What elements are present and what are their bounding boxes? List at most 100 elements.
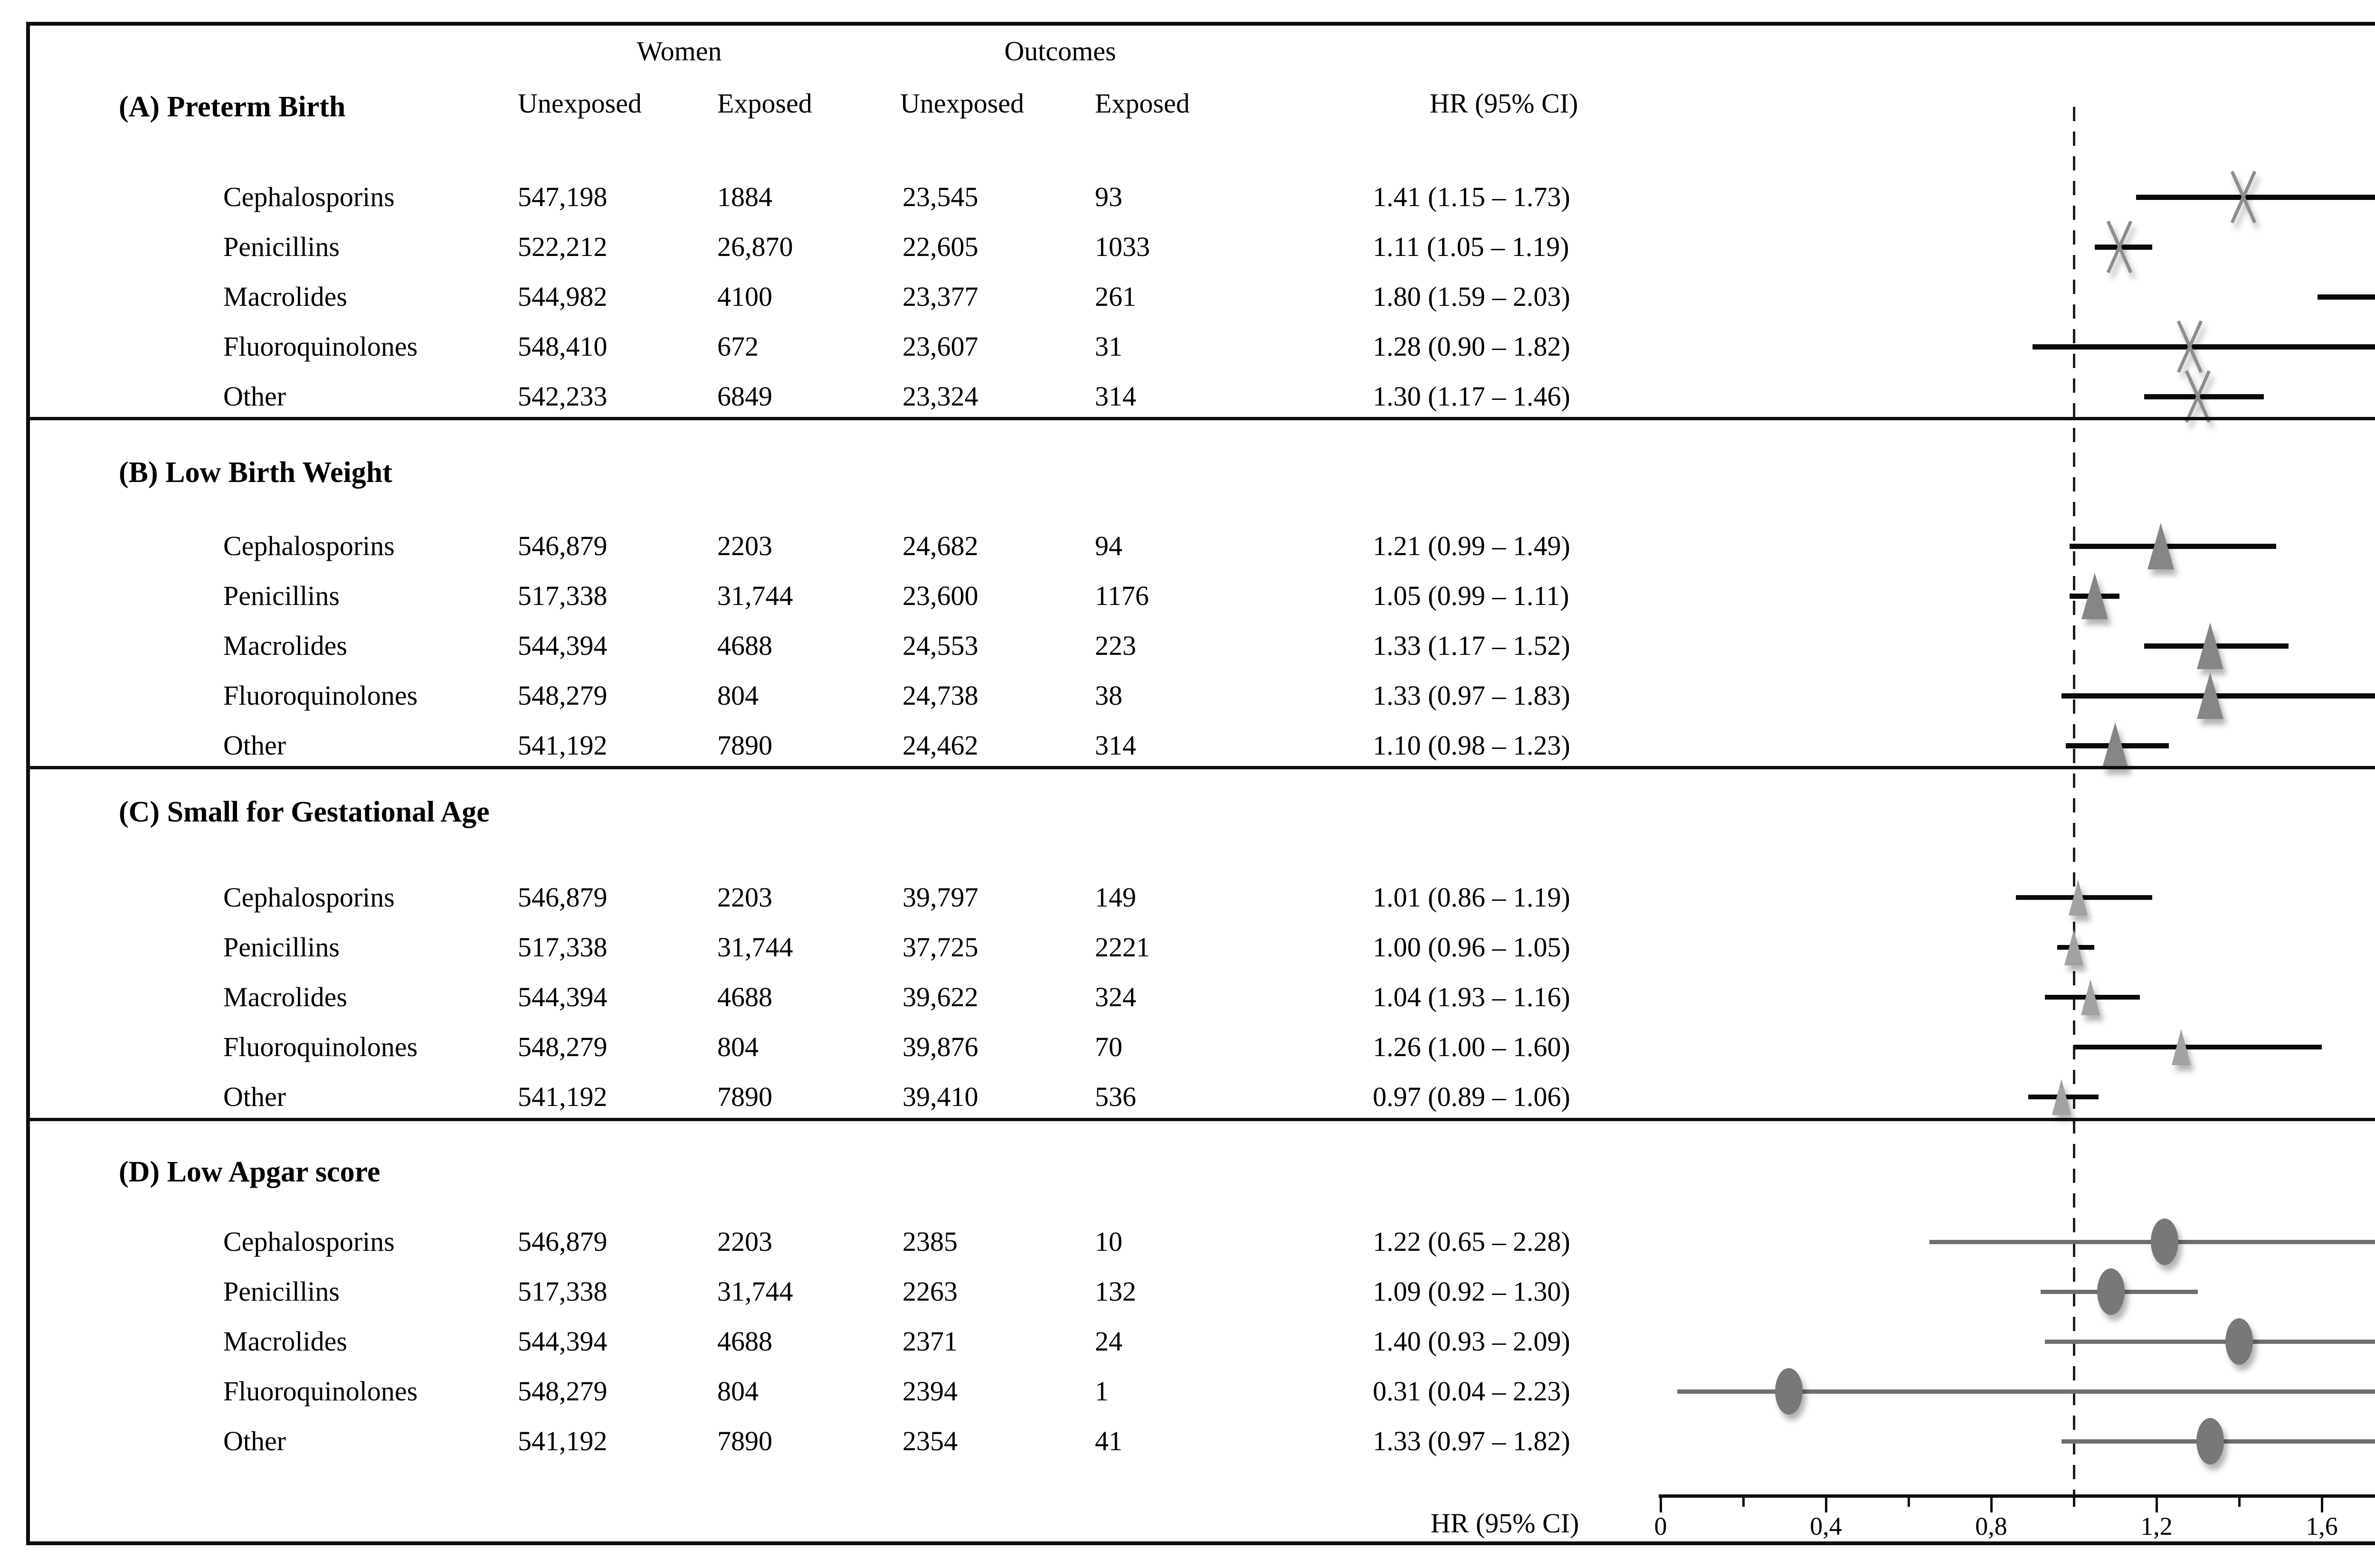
small-triangle-marker <box>2172 1029 2191 1065</box>
axis-tick-label: 0 <box>1654 1512 1667 1540</box>
cell-hr-ci: 1.33 (1.17 – 1.52) <box>1373 630 1570 661</box>
cell-women-exposed: 7890 <box>717 730 772 761</box>
cell-outcomes-unexposed: 39,797 <box>902 882 978 913</box>
cell-outcomes-unexposed: 39,410 <box>902 1081 978 1112</box>
cell-hr-ci: 1.01 (0.86 – 1.19) <box>1373 882 1570 913</box>
small-triangle-marker <box>2068 879 2088 916</box>
reference-line-hr-1 <box>2073 107 2075 1496</box>
cell-women-unexposed: 541,192 <box>518 1426 608 1456</box>
section-title-a: (A) Preterm Birth <box>119 91 346 123</box>
cell-outcomes-unexposed: 2263 <box>902 1276 958 1307</box>
row-label: Macrolides <box>223 982 347 1012</box>
cell-outcomes-exposed: 314 <box>1095 381 1136 412</box>
cell-women-unexposed: 541,192 <box>518 1081 608 1112</box>
cell-women-unexposed: 548,279 <box>518 680 608 711</box>
cell-hr-ci: 1.30 (1.17 – 1.46) <box>1373 381 1570 412</box>
axis-major-tick <box>2156 1494 2158 1512</box>
cell-outcomes-unexposed: 24,682 <box>902 530 978 561</box>
cell-women-exposed: 2203 <box>717 530 772 561</box>
cell-outcomes-unexposed: 39,622 <box>902 982 978 1012</box>
row-label: Penicillins <box>223 580 340 611</box>
row-label: Cephalosporins <box>223 1226 395 1257</box>
column-header-outcomes-unexposed: Unexposed <box>900 88 1024 119</box>
figure-border <box>26 22 2375 1545</box>
cell-outcomes-unexposed: 2394 <box>902 1376 958 1407</box>
cell-outcomes-exposed: 223 <box>1095 630 1136 661</box>
cell-outcomes-exposed: 261 <box>1095 281 1136 312</box>
triangle-marker <box>2197 623 2224 669</box>
cell-outcomes-exposed: 38 <box>1095 680 1122 711</box>
cell-outcomes-unexposed: 24,553 <box>902 630 978 661</box>
cell-hr-ci: 1.40 (0.93 – 2.09) <box>1373 1326 1570 1357</box>
cell-outcomes-unexposed: 2385 <box>902 1226 958 1257</box>
cell-hr-ci: 1.80 (1.59 – 2.03) <box>1373 281 1570 312</box>
ellipse-marker <box>2097 1268 2125 1315</box>
small-triangle-marker <box>2064 929 2083 965</box>
cell-women-exposed: 6849 <box>717 381 772 412</box>
section-title-d: (D) Low Apgar score <box>119 1156 380 1188</box>
cell-women-unexposed: 542,233 <box>518 381 608 412</box>
cell-women-exposed: 7890 <box>717 1426 772 1456</box>
cell-women-unexposed: 548,279 <box>518 1031 608 1062</box>
cell-hr-ci: 1.21 (0.99 – 1.49) <box>1373 530 1570 561</box>
x-marker <box>2170 319 2210 375</box>
row-label: Fluoroquinolones <box>223 680 418 711</box>
axis-tick-label: 1,2 <box>2140 1512 2173 1540</box>
row-label: Other <box>223 1081 286 1112</box>
cell-women-exposed: 31,744 <box>717 932 793 963</box>
row-label: Fluoroquinolones <box>223 1031 418 1062</box>
row-label: Cephalosporins <box>223 882 395 913</box>
cell-women-unexposed: 541,192 <box>518 730 608 761</box>
axis-major-tick <box>1660 1494 1662 1512</box>
cell-women-unexposed: 544,982 <box>518 281 608 312</box>
row-label: Other <box>223 730 286 761</box>
axis-major-tick <box>1990 1494 1993 1512</box>
cell-outcomes-exposed: 94 <box>1095 530 1122 561</box>
ellipse-marker <box>2196 1418 2224 1464</box>
cell-women-exposed: 2203 <box>717 1226 772 1257</box>
cell-outcomes-exposed: 2221 <box>1095 932 1150 963</box>
row-label: Fluoroquinolones <box>223 1376 418 1407</box>
row-label: Other <box>223 1426 286 1456</box>
triangle-marker <box>2147 523 2174 569</box>
ci-line <box>2144 394 2264 399</box>
cell-women-unexposed: 517,338 <box>518 580 608 611</box>
cell-women-exposed: 804 <box>717 1031 759 1062</box>
column-header-women-unexposed: Unexposed <box>518 88 642 119</box>
row-label: Penicillins <box>223 1276 340 1307</box>
axis-minor-tick <box>1742 1494 1745 1507</box>
cell-women-unexposed: 544,394 <box>518 630 608 661</box>
triangle-marker <box>2102 722 2128 769</box>
row-label: Macrolides <box>223 281 347 312</box>
cell-women-exposed: 804 <box>717 680 759 711</box>
row-label: Penicillins <box>223 231 340 262</box>
x-marker <box>2223 169 2263 225</box>
column-group-outcomes: Outcomes <box>1004 36 1116 66</box>
axis-minor-tick <box>1908 1494 1910 1507</box>
cell-women-unexposed: 548,410 <box>518 331 608 362</box>
cell-women-unexposed: 544,394 <box>518 982 608 1012</box>
section-title-c: (C) Small for Gestational Age <box>119 796 490 828</box>
small-triangle-marker <box>2080 979 2100 1015</box>
cell-women-unexposed: 544,394 <box>518 1326 608 1357</box>
ci-line <box>2136 194 2375 200</box>
row-label: Other <box>223 381 286 412</box>
cell-outcomes-exposed: 1 <box>1095 1376 1109 1407</box>
cell-outcomes-exposed: 10 <box>1095 1226 1122 1257</box>
column-header-outcomes-exposed: Exposed <box>1095 88 1190 119</box>
row-label: Macrolides <box>223 1326 347 1357</box>
cell-outcomes-unexposed: 23,545 <box>902 181 978 212</box>
ellipse-marker <box>2225 1318 2253 1365</box>
cell-women-unexposed: 517,338 <box>518 932 608 963</box>
cell-hr-ci: 1.11 (1.05 – 1.19) <box>1373 231 1569 262</box>
row-label: Penicillins <box>223 932 340 963</box>
ellipse-marker <box>2151 1219 2179 1265</box>
column-header-hr-ci: HR (95% CI) <box>1429 88 1578 119</box>
cell-women-exposed: 31,744 <box>717 1276 793 1307</box>
cell-women-exposed: 26,870 <box>717 231 793 262</box>
ci-line <box>1677 1389 2375 1394</box>
cell-hr-ci: 0.97 (0.89 – 1.06) <box>1373 1081 1570 1112</box>
ci-line <box>2074 1045 2322 1049</box>
cell-women-exposed: 2203 <box>717 882 772 913</box>
axis-minor-tick <box>2073 1494 2075 1507</box>
